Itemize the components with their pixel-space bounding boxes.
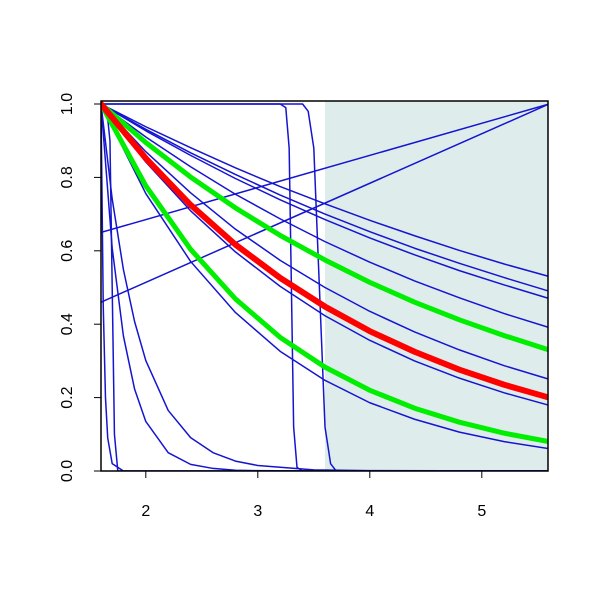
x-tick-label: 2: [141, 503, 150, 520]
series-line: [101, 103, 548, 406]
series-line: [101, 103, 548, 471]
series-line: [101, 103, 548, 234]
x-tick-label: 5: [477, 503, 486, 520]
x-tick-label: 3: [253, 503, 262, 520]
plot-frame: [100, 100, 549, 472]
series-line: [101, 103, 548, 303]
series-line: [101, 103, 548, 299]
y-tick-label: 0.6: [59, 240, 76, 262]
x-tick-label: 4: [365, 503, 374, 520]
series-line: [101, 101, 548, 353]
y-tick-label: 0.0: [59, 460, 76, 482]
series-line: [101, 103, 548, 328]
y-tick-label: 0.4: [59, 313, 76, 335]
y-tick-label: 0.2: [59, 386, 76, 408]
series-line: [101, 103, 548, 292]
series-line: [101, 103, 548, 471]
series-line: [101, 103, 548, 450]
series-line: [101, 101, 548, 401]
axes: 2 3 4 5 0.0 0.2 0.4 0.6 0.8 1.0: [59, 93, 486, 520]
series-line: [101, 101, 548, 444]
y-tick-label: 1.0: [59, 93, 76, 115]
series-line: [101, 103, 548, 471]
series-line: [101, 103, 548, 471]
series-line: [101, 103, 548, 380]
plot-area: [101, 101, 548, 471]
y-tick-label: 0.8: [59, 166, 76, 188]
shaded-region: [325, 101, 548, 471]
